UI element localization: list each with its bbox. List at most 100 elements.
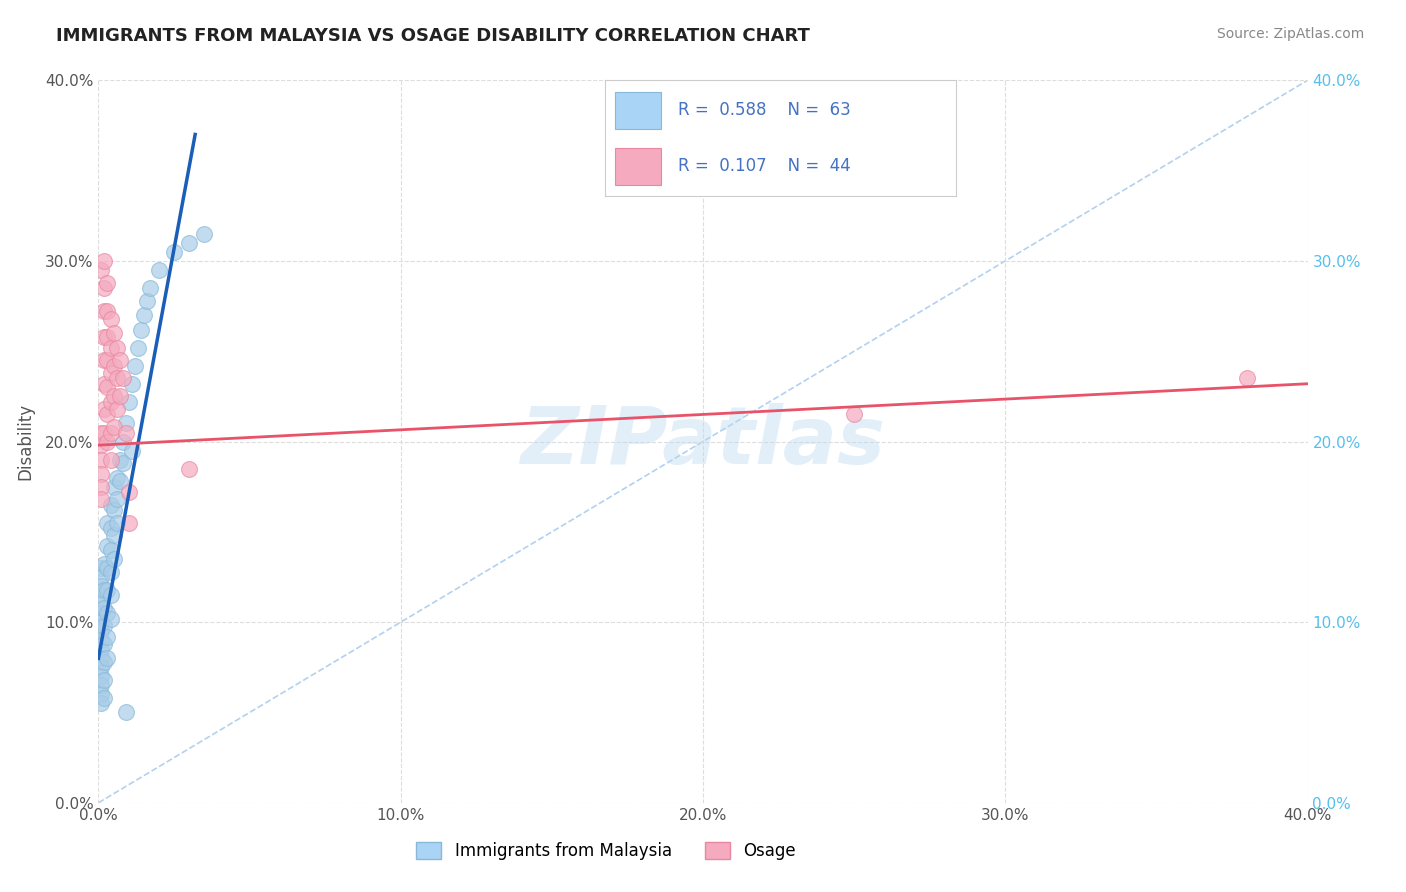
Text: ZIPatlas: ZIPatlas — [520, 402, 886, 481]
Point — [111, 434, 134, 449]
Text: IMMIGRANTS FROM MALAYSIA VS OSAGE DISABILITY CORRELATION CHART: IMMIGRANTS FROM MALAYSIA VS OSAGE DISABI… — [56, 27, 810, 45]
Point — [93, 330, 115, 344]
Point — [114, 417, 136, 431]
Point — [90, 561, 112, 575]
Point — [127, 341, 149, 355]
Point — [90, 579, 112, 593]
Legend: Immigrants from Malaysia, Osage: Immigrants from Malaysia, Osage — [409, 835, 803, 867]
Point — [129, 322, 152, 336]
Point — [100, 588, 122, 602]
Point — [114, 425, 136, 440]
Point — [90, 606, 112, 620]
Point — [90, 633, 112, 648]
Point — [90, 615, 112, 630]
Point — [100, 311, 122, 326]
Point — [1236, 371, 1258, 385]
Point — [90, 660, 112, 674]
Point — [96, 380, 118, 394]
Point — [103, 503, 125, 517]
FancyBboxPatch shape — [616, 147, 661, 185]
Point — [93, 691, 115, 706]
Point — [93, 425, 115, 440]
Point — [96, 434, 118, 449]
Point — [118, 516, 141, 530]
Point — [103, 528, 125, 542]
Point — [103, 420, 125, 434]
Text: R =  0.588    N =  63: R = 0.588 N = 63 — [678, 102, 851, 120]
Point — [90, 492, 112, 507]
Point — [111, 371, 134, 385]
Point — [121, 376, 143, 391]
Point — [179, 461, 201, 475]
Point — [90, 669, 112, 683]
Y-axis label: Disability: Disability — [15, 403, 34, 480]
Point — [93, 254, 115, 268]
Point — [139, 281, 162, 295]
Point — [100, 425, 122, 440]
Point — [93, 655, 115, 669]
Point — [132, 308, 155, 322]
Point — [100, 565, 122, 579]
Point — [96, 630, 118, 644]
Point — [93, 281, 115, 295]
Point — [96, 276, 118, 290]
Point — [108, 389, 131, 403]
Point — [96, 408, 118, 422]
Point — [93, 304, 115, 318]
Point — [90, 687, 112, 701]
Point — [93, 402, 115, 417]
Text: Source: ZipAtlas.com: Source: ZipAtlas.com — [1216, 27, 1364, 41]
Point — [96, 516, 118, 530]
Point — [118, 485, 141, 500]
Point — [93, 376, 115, 391]
Point — [90, 452, 112, 467]
Point — [124, 359, 146, 373]
Point — [103, 359, 125, 373]
Point — [100, 521, 122, 535]
Point — [96, 561, 118, 575]
Point — [121, 443, 143, 458]
Point — [103, 389, 125, 403]
Point — [100, 452, 122, 467]
Point — [105, 471, 128, 485]
FancyBboxPatch shape — [616, 92, 661, 129]
Point — [96, 330, 118, 344]
Point — [100, 498, 122, 512]
Point — [93, 558, 115, 572]
Point — [93, 619, 115, 633]
Point — [111, 456, 134, 470]
Point — [105, 341, 128, 355]
Point — [90, 642, 112, 657]
Point — [100, 341, 122, 355]
Point — [90, 588, 112, 602]
Point — [100, 366, 122, 380]
Point — [103, 480, 125, 494]
Point — [90, 467, 112, 481]
Point — [108, 475, 131, 489]
Point — [105, 402, 128, 417]
Point — [93, 637, 115, 651]
Point — [90, 425, 112, 440]
Point — [193, 227, 215, 241]
Point — [90, 570, 112, 584]
Point — [105, 371, 128, 385]
Point — [90, 480, 112, 494]
Point — [90, 651, 112, 665]
Point — [108, 452, 131, 467]
Point — [96, 353, 118, 368]
Point — [96, 582, 118, 597]
Point — [100, 611, 122, 625]
Point — [93, 582, 115, 597]
Point — [96, 651, 118, 665]
Point — [844, 408, 866, 422]
Point — [90, 624, 112, 639]
Point — [100, 542, 122, 557]
Point — [135, 293, 157, 308]
Point — [96, 539, 118, 553]
Point — [163, 244, 186, 259]
Point — [148, 263, 170, 277]
Point — [96, 606, 118, 620]
Point — [100, 394, 122, 409]
Point — [93, 673, 115, 687]
Point — [90, 263, 112, 277]
